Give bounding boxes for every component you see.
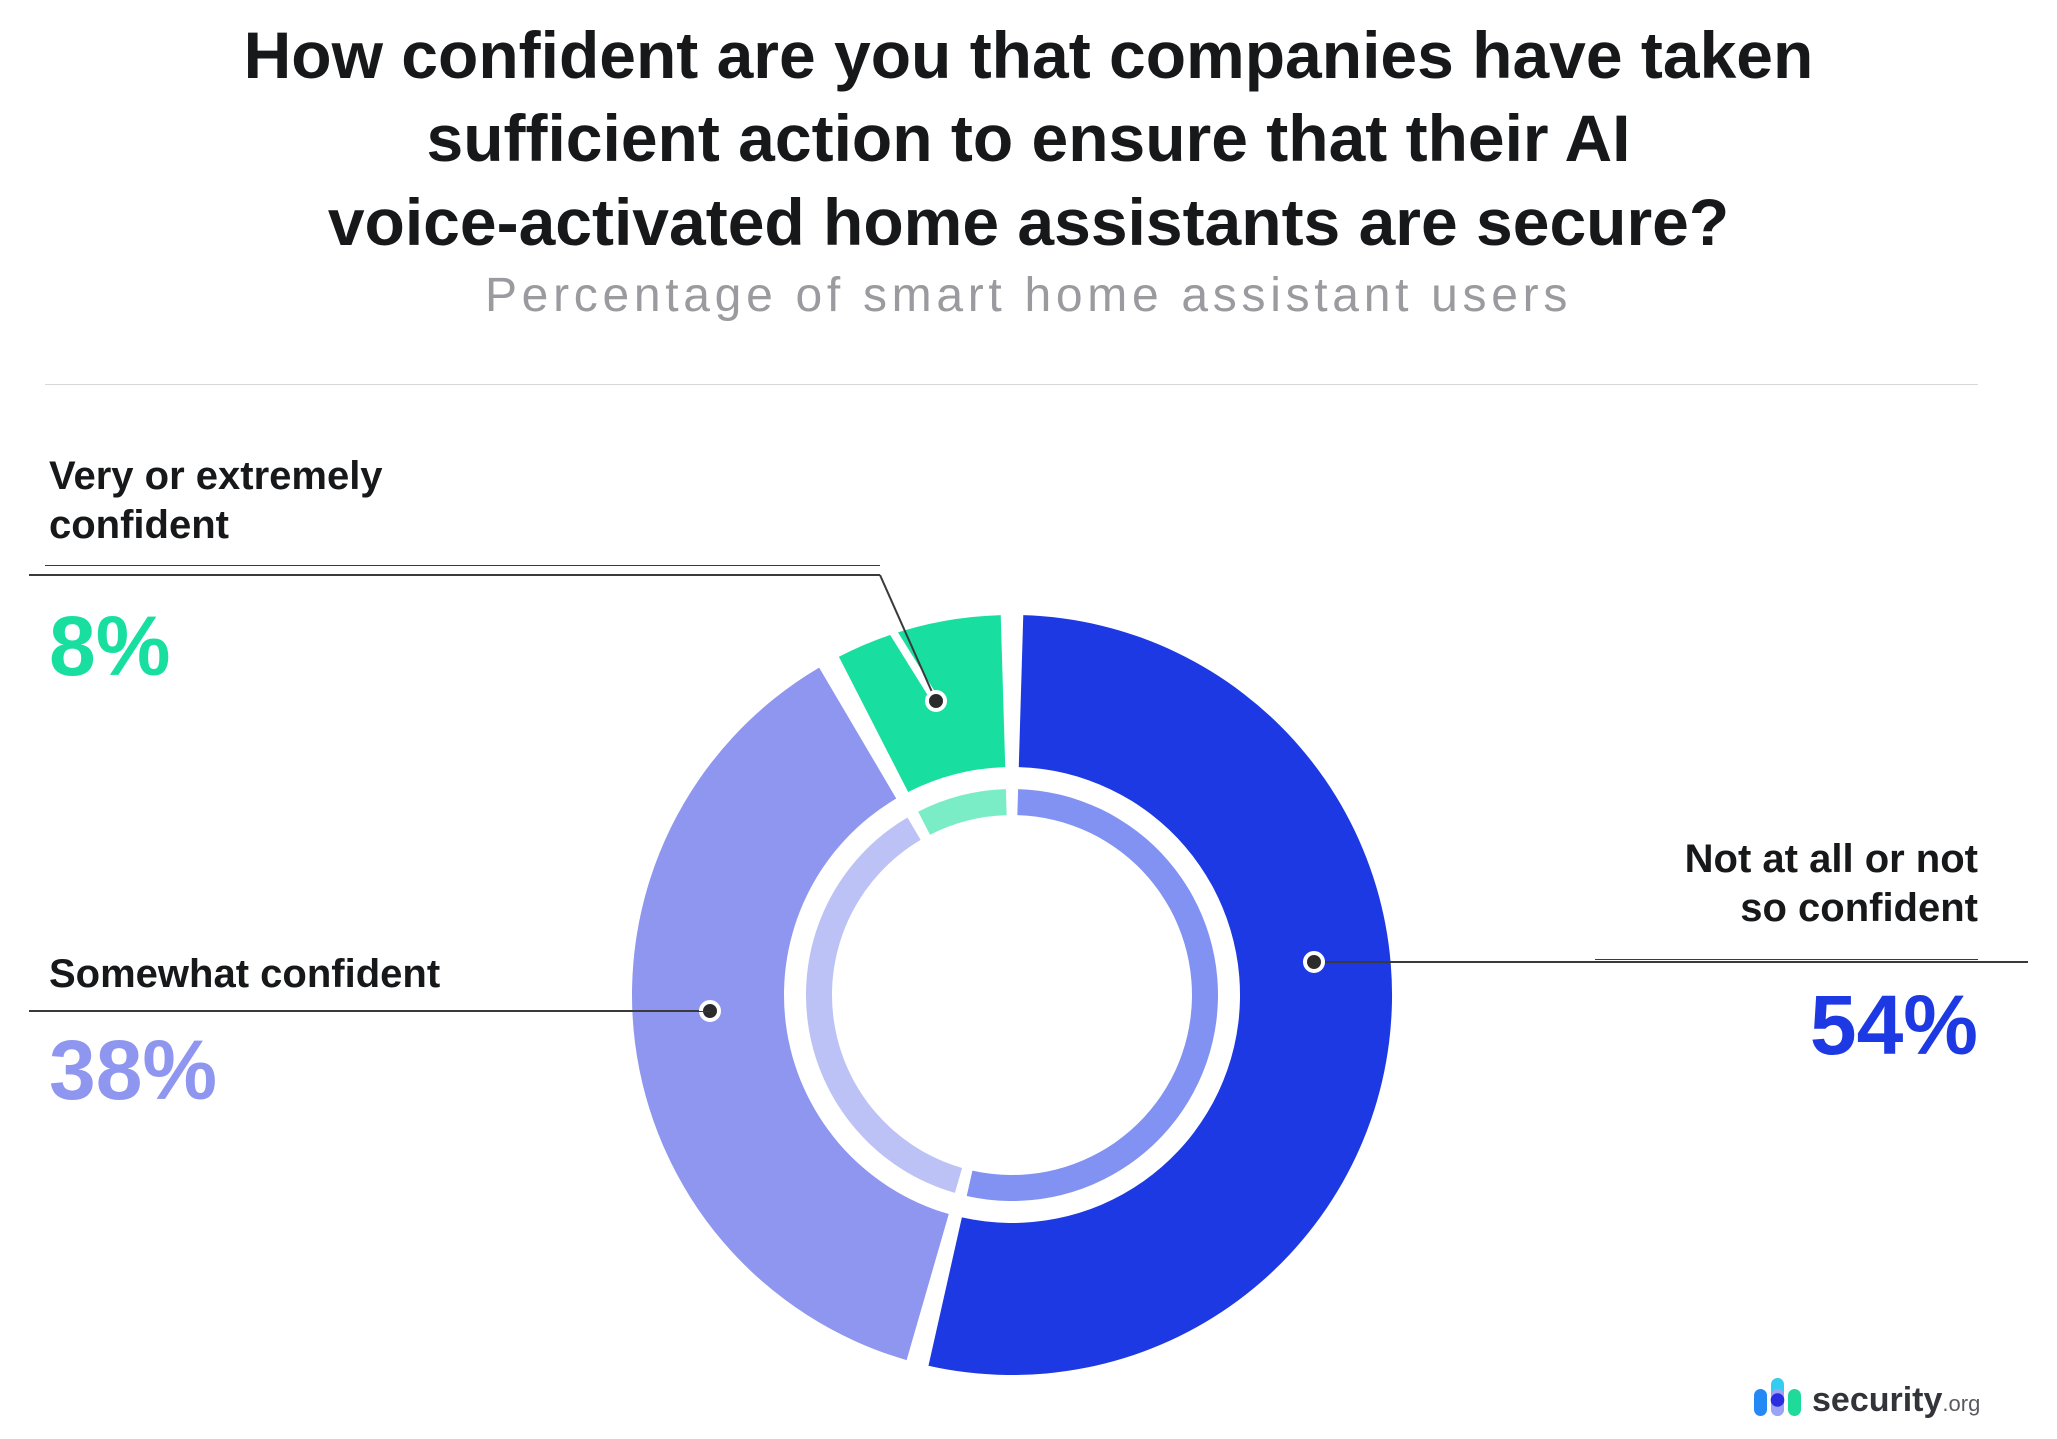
svg-text:security.org: security.org xyxy=(1812,1381,1980,1419)
